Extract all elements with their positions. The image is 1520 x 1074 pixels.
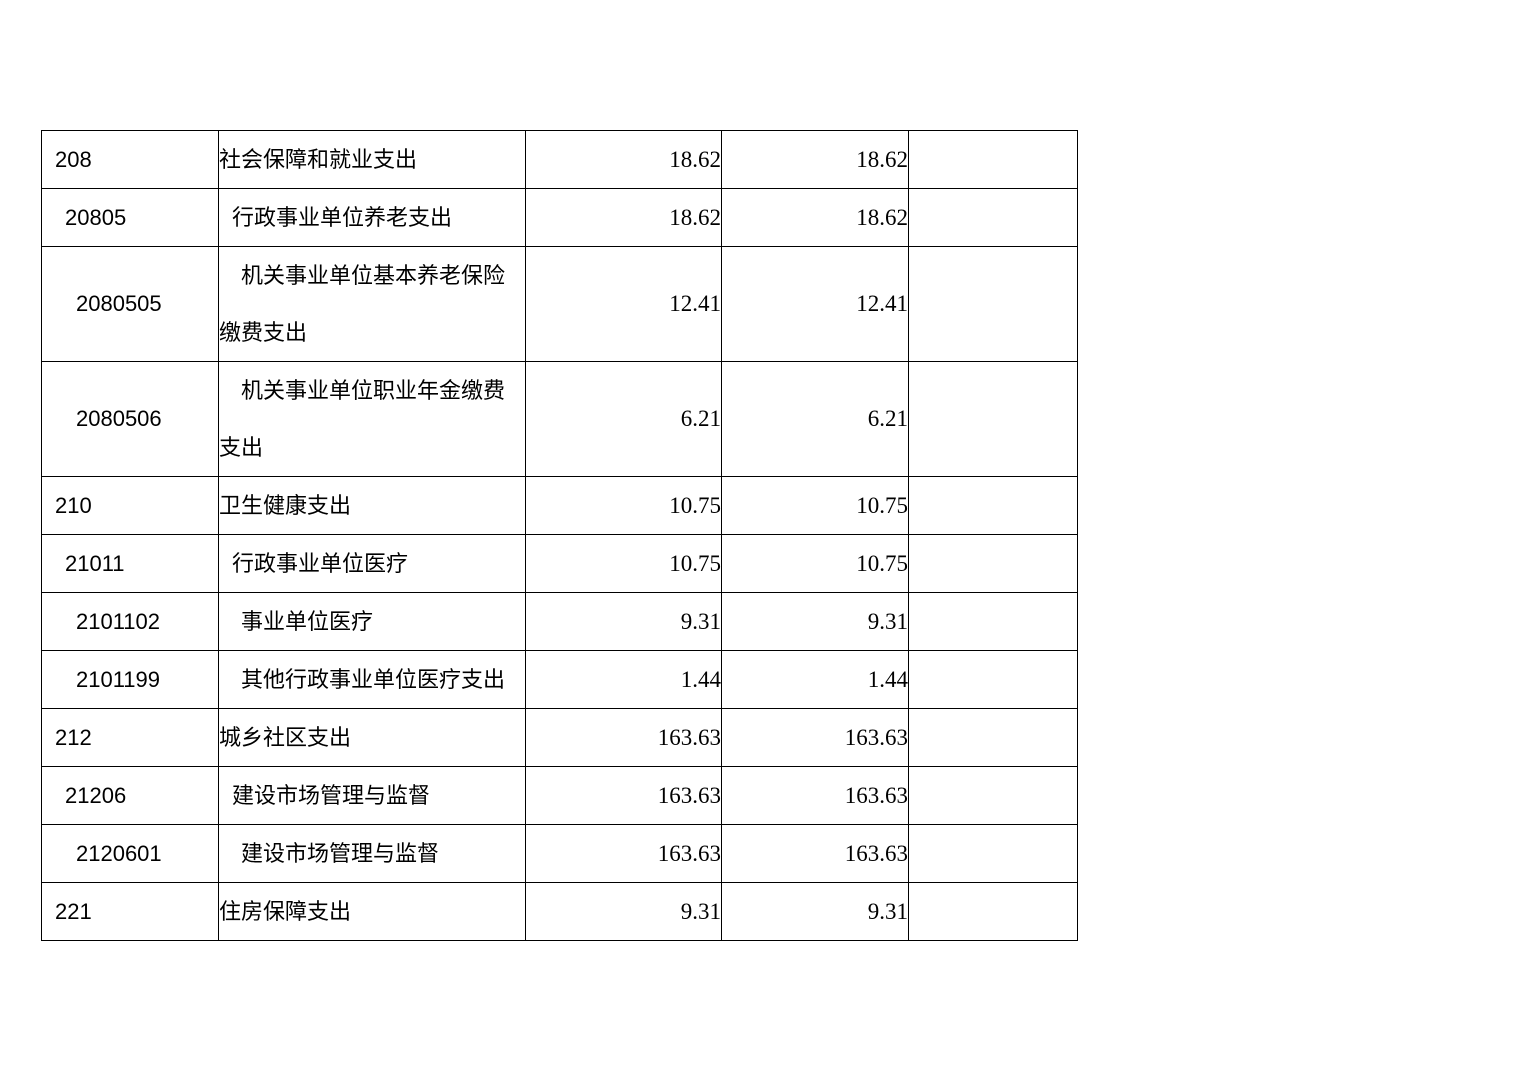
value1-cell: 10.75 [525, 534, 722, 593]
note-cell [908, 650, 1078, 709]
code-cell: 2120601 [41, 824, 219, 883]
value2-cell: 6.21 [721, 361, 909, 477]
table-row: 21206 建设市场管理与监督 163.63 163.63 [41, 766, 1078, 825]
name-cell: 行政事业单位医疗 [218, 534, 526, 593]
note-cell [908, 824, 1078, 883]
value1-cell: 163.63 [525, 766, 722, 825]
budget-table-body: 208 社会保障和就业支出 18.62 18.62 20805 行政事业单位养老支出 18.… [41, 130, 1078, 941]
table-row: 2101199 其他行政事业单位医疗支出 1.44 1.44 [41, 650, 1078, 709]
name-cell: 住房保障支出 [218, 882, 526, 941]
value1-cell: 18.62 [525, 188, 722, 247]
value2-cell: 10.75 [721, 476, 909, 535]
name-cell: 机关事业单位职业年金缴费支出 [218, 361, 526, 477]
note-cell [908, 130, 1078, 189]
code-cell: 2080505 [41, 246, 219, 362]
code-cell: 20805 [41, 188, 219, 247]
name-cell: 建设市场管理与监督 [218, 766, 526, 825]
value2-cell: 1.44 [721, 650, 909, 709]
table-row: 221 住房保障支出 9.31 9.31 [41, 882, 1078, 941]
note-cell [908, 882, 1078, 941]
value1-cell: 12.41 [525, 246, 722, 362]
table-row: 210 卫生健康支出 10.75 10.75 [41, 476, 1078, 535]
name-cell: 卫生健康支出 [218, 476, 526, 535]
value1-cell: 163.63 [525, 824, 722, 883]
note-cell [908, 188, 1078, 247]
code-cell: 2080506 [41, 361, 219, 477]
note-cell [908, 766, 1078, 825]
name-cell: 建设市场管理与监督 [218, 824, 526, 883]
value2-cell: 163.63 [721, 824, 909, 883]
value2-cell: 18.62 [721, 188, 909, 247]
code-cell: 210 [41, 476, 219, 535]
value2-cell: 163.63 [721, 766, 909, 825]
name-cell: 其他行政事业单位医疗支出 [218, 650, 526, 709]
table-row: 21011 行政事业单位医疗 10.75 10.75 [41, 534, 1078, 593]
code-cell: 21011 [41, 534, 219, 593]
note-cell [908, 476, 1078, 535]
name-cell: 社会保障和就业支出 [218, 130, 526, 189]
code-cell: 221 [41, 882, 219, 941]
table-row: 2120601 建设市场管理与监督 163.63 163.63 [41, 824, 1078, 883]
value2-cell: 12.41 [721, 246, 909, 362]
budget-table: 208 社会保障和就业支出 18.62 18.62 20805 行政事业单位养老支出 18.… [41, 130, 1078, 941]
value1-cell: 9.31 [525, 882, 722, 941]
name-cell: 行政事业单位养老支出 [218, 188, 526, 247]
value2-cell: 9.31 [721, 592, 909, 651]
table-row: 20805 行政事业单位养老支出 18.62 18.62 [41, 188, 1078, 247]
note-cell [908, 592, 1078, 651]
value2-cell: 18.62 [721, 130, 909, 189]
value2-cell: 10.75 [721, 534, 909, 593]
name-cell: 机关事业单位基本养老保险缴费支出 [218, 246, 526, 362]
code-cell: 2101199 [41, 650, 219, 709]
note-cell [908, 246, 1078, 362]
table-row: 212 城乡社区支出 163.63 163.63 [41, 708, 1078, 767]
name-cell: 城乡社区支出 [218, 708, 526, 767]
note-cell [908, 708, 1078, 767]
value2-cell: 163.63 [721, 708, 909, 767]
table-row: 2101102 事业单位医疗 9.31 9.31 [41, 592, 1078, 651]
value1-cell: 163.63 [525, 708, 722, 767]
code-cell: 212 [41, 708, 219, 767]
name-cell: 事业单位医疗 [218, 592, 526, 651]
code-cell: 2101102 [41, 592, 219, 651]
table-row: 2080505 机关事业单位基本养老保险缴费支出 12.41 12.41 [41, 246, 1078, 362]
note-cell [908, 534, 1078, 593]
value1-cell: 1.44 [525, 650, 722, 709]
code-cell: 21206 [41, 766, 219, 825]
note-cell [908, 361, 1078, 477]
table-row: 208 社会保障和就业支出 18.62 18.62 [41, 130, 1078, 189]
code-cell: 208 [41, 130, 219, 189]
value2-cell: 9.31 [721, 882, 909, 941]
value1-cell: 10.75 [525, 476, 722, 535]
value1-cell: 9.31 [525, 592, 722, 651]
value1-cell: 18.62 [525, 130, 722, 189]
value1-cell: 6.21 [525, 361, 722, 477]
table-row: 2080506 机关事业单位职业年金缴费支出 6.21 6.21 [41, 361, 1078, 477]
